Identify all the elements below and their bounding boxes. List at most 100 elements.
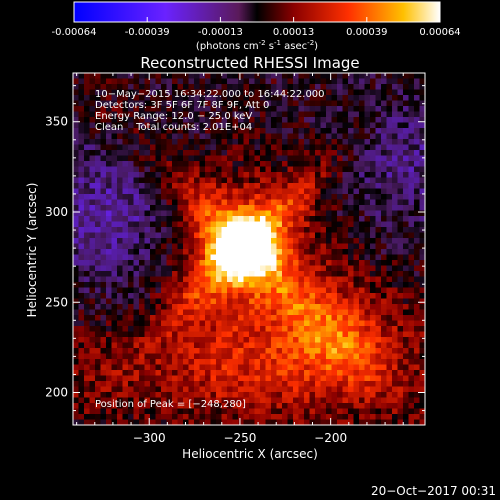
- heatmap-pixel: [265, 216, 272, 222]
- heatmap-pixel: [111, 320, 118, 327]
- heatmap-pixel: [364, 386, 371, 393]
- heatmap-pixel: [386, 128, 393, 134]
- heatmap-pixel: [315, 348, 321, 354]
- heatmap-pixel: [238, 249, 244, 255]
- heatmap-pixel: [194, 150, 200, 156]
- heatmap-pixel: [331, 304, 338, 310]
- heatmap-pixel: [166, 221, 173, 228]
- heatmap-pixel: [144, 260, 151, 266]
- heatmap-pixel: [342, 227, 349, 233]
- heatmap-pixel: [403, 199, 409, 206]
- heatmap-pixel: [106, 210, 112, 217]
- heatmap-pixel: [150, 166, 156, 173]
- heatmap-pixel: [359, 320, 365, 327]
- heatmap-pixel: [232, 73, 239, 79]
- heatmap-pixel: [348, 414, 354, 420]
- heatmap-pixel: [337, 364, 343, 371]
- heatmap-pixel: [370, 84, 376, 90]
- heatmap-pixel: [84, 84, 90, 90]
- heatmap-pixel: [370, 117, 376, 123]
- heatmap-pixel: [161, 419, 167, 425]
- heatmap-pixel: [392, 95, 398, 101]
- heatmap-pixel: [249, 188, 255, 195]
- heatmap-pixel: [254, 353, 261, 360]
- heatmap-pixel: [304, 309, 310, 316]
- heatmap-pixel: [254, 221, 261, 228]
- heatmap-pixel: [221, 177, 228, 184]
- heatmap-pixel: [403, 309, 409, 316]
- heatmap-pixel: [370, 150, 376, 156]
- heatmap-pixel: [337, 150, 343, 156]
- heatmap-pixel: [133, 304, 140, 310]
- heatmap-pixel: [392, 337, 398, 343]
- heatmap-pixel: [238, 315, 244, 321]
- heatmap-pixel: [359, 232, 365, 239]
- heatmap-pixel: [403, 370, 409, 376]
- heatmap-pixel: [188, 375, 195, 382]
- heatmap-pixel: [172, 414, 178, 420]
- heatmap-pixel: [370, 205, 376, 211]
- heatmap-pixel: [364, 89, 371, 96]
- heatmap-pixel: [375, 100, 382, 107]
- heatmap-pixel: [271, 364, 277, 371]
- heatmap-pixel: [403, 320, 409, 327]
- heatmap-pixel: [381, 205, 387, 211]
- heatmap-pixel: [89, 122, 96, 129]
- heatmap-pixel: [172, 232, 178, 239]
- heatmap-pixel: [260, 106, 266, 112]
- heatmap-pixel: [370, 304, 376, 310]
- heatmap-pixel: [337, 139, 343, 145]
- heatmap-pixel: [166, 326, 173, 332]
- heatmap-pixel: [199, 106, 206, 112]
- heatmap-pixel: [271, 144, 277, 151]
- heatmap-pixel: [243, 183, 250, 189]
- heatmap-pixel: [210, 276, 217, 283]
- heatmap-pixel: [100, 199, 107, 206]
- heatmap-pixel: [397, 337, 404, 343]
- heatmap-pixel: [397, 386, 404, 393]
- heatmap-pixel: [309, 271, 316, 277]
- heatmap-pixel: [249, 95, 255, 101]
- heatmap-pixel: [117, 150, 123, 156]
- heatmap-pixel: [381, 353, 387, 360]
- colorbar-tick-label: 0.00013: [273, 27, 314, 38]
- heatmap-pixel: [326, 320, 332, 327]
- heatmap-pixel: [144, 282, 151, 288]
- heatmap-pixel: [282, 309, 288, 316]
- heatmap-pixel: [293, 73, 299, 79]
- heatmap-pixel: [381, 359, 387, 365]
- heatmap-pixel: [84, 117, 90, 123]
- heatmap-pixel: [260, 89, 266, 96]
- heatmap-pixel: [216, 188, 222, 195]
- heatmap-pixel: [260, 128, 266, 134]
- heatmap-pixel: [364, 183, 371, 189]
- heatmap-pixel: [315, 150, 321, 156]
- heatmap-pixel: [232, 139, 239, 145]
- heatmap-pixel: [342, 216, 349, 222]
- heatmap-pixel: [276, 205, 283, 211]
- heatmap-pixel: [298, 128, 305, 134]
- heatmap-pixel: [414, 375, 420, 382]
- heatmap-pixel: [161, 408, 167, 415]
- heatmap-pixel: [304, 249, 310, 255]
- heatmap-pixel: [249, 210, 255, 217]
- heatmap-pixel: [183, 348, 189, 354]
- heatmap-pixel: [282, 139, 288, 145]
- heatmap-pixel: [370, 216, 376, 222]
- heatmap-pixel: [293, 293, 299, 299]
- heatmap-pixel: [243, 78, 250, 85]
- heatmap-pixel: [122, 73, 129, 79]
- heatmap-pixel: [177, 414, 184, 420]
- heatmap-pixel: [95, 183, 101, 189]
- heatmap-pixel: [188, 304, 195, 310]
- heatmap-pixel: [117, 397, 123, 404]
- heatmap-pixel: [177, 403, 184, 409]
- heatmap-pixel: [216, 133, 222, 140]
- heatmap-pixel: [238, 282, 244, 288]
- heatmap-pixel: [386, 408, 393, 415]
- heatmap-pixel: [375, 271, 382, 277]
- heatmap-pixel: [84, 73, 90, 79]
- heatmap-pixel: [320, 133, 327, 140]
- heatmap-pixel: [150, 386, 156, 393]
- heatmap-pixel: [392, 155, 398, 162]
